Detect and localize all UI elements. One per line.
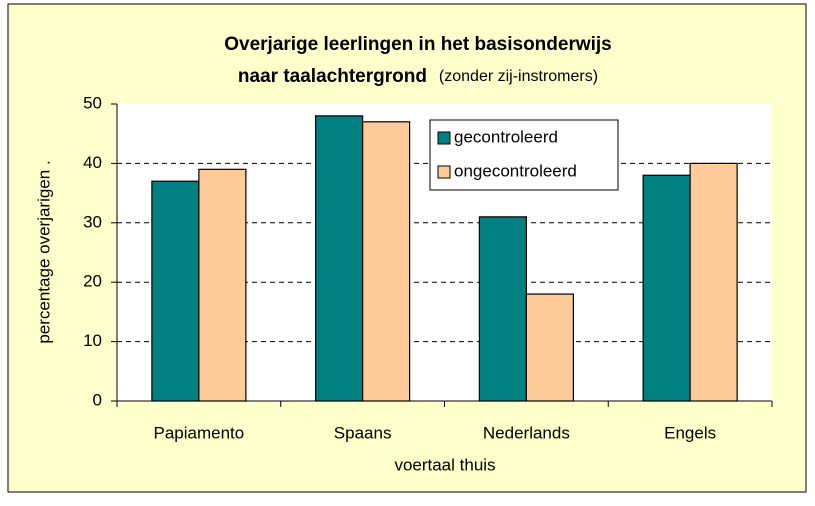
x-tick-label: Spaans [334, 423, 392, 442]
y-tick-label: 0 [93, 390, 102, 409]
chart-title-line2: naar taalachtergrond (zonder zij-instrome… [238, 66, 598, 87]
y-tick-label: 20 [83, 272, 102, 291]
legend-box [429, 119, 619, 191]
bar [478, 216, 527, 402]
x-tick-label: Papiamento [154, 423, 245, 442]
x-tick-label: Engels [664, 423, 716, 442]
bar [689, 162, 738, 402]
y-tick-label: 50 [83, 93, 102, 112]
y-tick-label: 30 [83, 212, 102, 231]
bar [642, 174, 691, 402]
legend-swatch [437, 131, 451, 145]
legend-swatch [437, 165, 451, 179]
chart-title: Overjarige leerlingen in het basisonderw… [224, 34, 612, 55]
bar [525, 293, 574, 402]
x-axis-title: voertaal thuis [394, 455, 495, 474]
subtitle: (zonder zij-instromers) [439, 68, 598, 85]
bar [362, 121, 411, 402]
x-tick-label: Nederlands [483, 423, 570, 442]
legend-label: gecontroleerd [454, 127, 558, 146]
y-tick-label: 40 [83, 153, 102, 172]
plot: 0 10 20 30 40 50 Papiamento Spaans Nederlands Eng… [83, 93, 773, 442]
bar [198, 168, 247, 402]
legend-label: ongecontroleerd [454, 161, 577, 180]
title-part: naar taalachtergrond [238, 66, 427, 87]
y-axis-title: percentage overjarigen . [34, 160, 53, 343]
bar [151, 180, 200, 402]
bar [315, 115, 364, 402]
y-tick-label: 10 [83, 331, 102, 350]
legend: gecontroleerd ongecontroleerd [429, 119, 619, 191]
